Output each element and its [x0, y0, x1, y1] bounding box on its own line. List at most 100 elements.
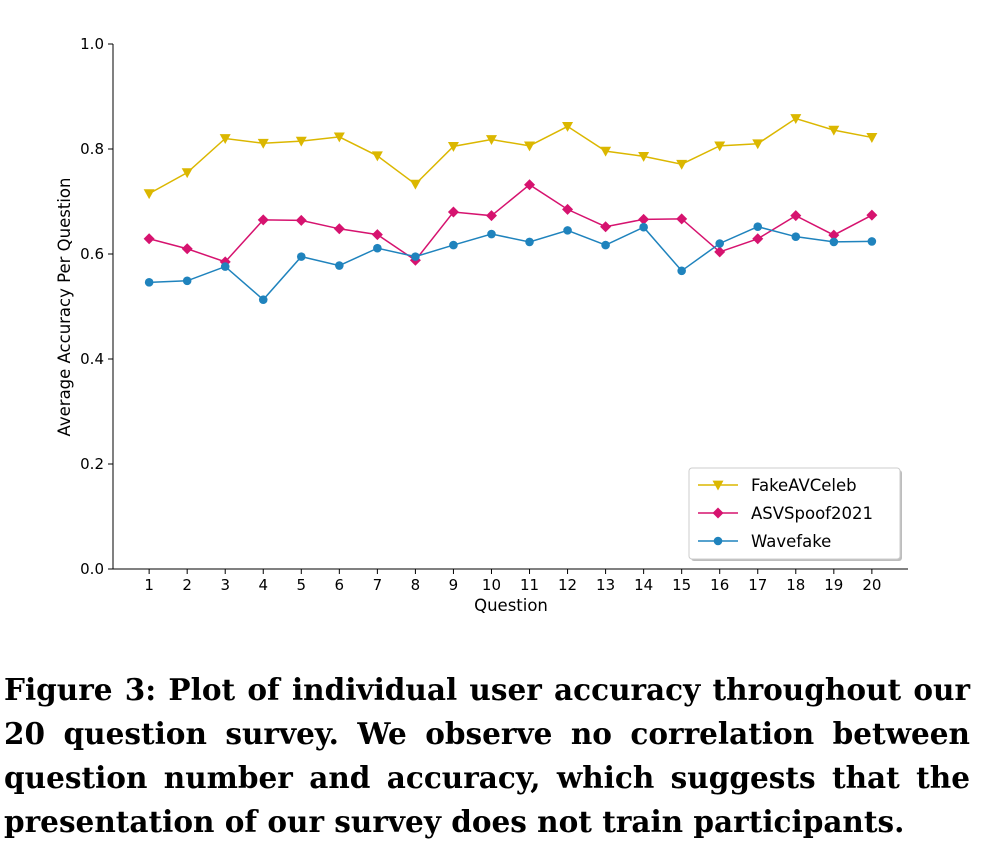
data-point-wavefake: [867, 237, 877, 246]
data-point-wavefake: [144, 278, 154, 287]
data-point-wavefake: [525, 237, 534, 247]
data-point-fakeavceleb: [333, 132, 345, 143]
data-point-asvspoof2021: [143, 233, 155, 245]
data-point-fakeavceleb: [790, 114, 802, 125]
y-tick-label: 0.2: [80, 455, 104, 473]
x-tick-label: 1: [144, 576, 154, 594]
data-point-fakeavceleb: [866, 133, 878, 143]
x-tick-label: 4: [258, 576, 268, 594]
series-line-fakeavceleb: [148, 117, 873, 195]
data-point-asvspoof2021: [485, 210, 497, 222]
data-point-wavefake: [449, 240, 458, 250]
data-point-asvspoof2021: [562, 203, 574, 215]
x-tick-label: 20: [862, 576, 881, 594]
chart-axes: [112, 44, 908, 570]
legend-marker-fakeavceleb: [712, 480, 724, 491]
data-point-fakeavceleb: [828, 125, 840, 136]
data-point-asvspoof2021: [676, 213, 688, 225]
data-point-asvspoof2021: [181, 243, 193, 255]
y-tick-label: 1.0: [80, 35, 104, 53]
series-line-asvspoof2021: [148, 183, 873, 263]
data-point-wavefake: [563, 226, 572, 235]
data-point-wavefake: [639, 222, 648, 232]
data-point-asvspoof2021: [638, 213, 650, 225]
data-point-asvspoof2021: [257, 214, 269, 226]
x-axis-label: Question: [474, 596, 548, 615]
data-point-fakeavceleb: [676, 159, 688, 170]
data-point-asvspoof2021: [333, 223, 345, 235]
data-point-fakeavceleb: [714, 141, 726, 152]
x-tick-label: 18: [786, 576, 805, 594]
legend-label-fakeavceleb: FakeAVCeleb: [751, 476, 857, 495]
series-asvspoof2021: [143, 179, 878, 268]
x-tick-label: 15: [672, 576, 691, 594]
x-tick-label: 12: [558, 576, 577, 594]
data-point-asvspoof2021: [790, 210, 802, 222]
data-point-wavefake: [220, 262, 230, 271]
x-tick-label: 17: [748, 576, 767, 594]
x-tick-label: 3: [220, 576, 230, 594]
data-point-asvspoof2021: [371, 229, 383, 241]
data-point-fakeavceleb: [295, 136, 307, 147]
data-point-fakeavceleb: [181, 168, 193, 179]
data-point-wavefake: [373, 243, 382, 253]
data-point-wavefake: [677, 266, 686, 276]
data-point-asvspoof2021: [600, 221, 612, 233]
legend-marker-asvspoof2021: [712, 507, 724, 519]
data-point-asvspoof2021: [714, 246, 726, 258]
data-point-fakeavceleb: [600, 146, 612, 157]
series-layer: [143, 114, 878, 304]
data-point-asvspoof2021: [295, 214, 307, 226]
data-point-wavefake: [753, 222, 763, 231]
data-point-wavefake: [258, 295, 268, 304]
data-point-wavefake: [829, 237, 839, 247]
series-fakeavceleb: [143, 114, 878, 200]
x-tick-label: 7: [373, 576, 383, 594]
x-tick-label: 5: [297, 576, 307, 594]
data-point-wavefake: [335, 261, 344, 270]
legend-marker-wavefake: [713, 536, 723, 546]
data-point-wavefake: [182, 276, 192, 286]
x-tick-label: 11: [520, 576, 539, 594]
x-axis-ticks: 1 2 3 4 5 6 7 8 9 10 11 12 13 14 15 16 17 18 19 20: [144, 569, 881, 594]
data-point-wavefake: [715, 239, 725, 248]
x-tick-label: 16: [710, 576, 729, 594]
data-point-wavefake: [296, 252, 306, 261]
data-point-fakeavceleb: [752, 139, 764, 150]
data-point-fakeavceleb: [562, 122, 574, 132]
x-tick-label: 19: [824, 576, 843, 594]
data-point-asvspoof2021: [752, 233, 764, 245]
data-point-wavefake: [411, 252, 420, 261]
x-tick-label: 2: [182, 576, 192, 594]
y-tick-label: 0.4: [80, 350, 104, 368]
data-point-fakeavceleb: [409, 179, 421, 190]
data-point-asvspoof2021: [447, 206, 459, 218]
data-point-fakeavceleb: [524, 141, 536, 152]
x-tick-label: 14: [634, 576, 653, 594]
y-axis-ticks: 0.0 0.2 0.4 0.6 0.8 1.0: [80, 35, 113, 578]
x-tick-label: 6: [335, 576, 345, 594]
data-point-asvspoof2021: [524, 179, 536, 191]
x-tick-label: 10: [482, 576, 501, 594]
legend-label-asvspoof2021: ASVSpoof2021: [751, 504, 873, 523]
y-tick-label: 0.0: [80, 560, 104, 578]
data-point-asvspoof2021: [828, 229, 840, 241]
data-point-fakeavceleb: [257, 138, 269, 149]
x-tick-label: 9: [449, 576, 459, 594]
legend-label-wavefake: Wavefake: [751, 532, 831, 551]
x-tick-label: 13: [596, 576, 615, 594]
data-point-asvspoof2021: [866, 209, 878, 221]
data-point-fakeavceleb: [638, 151, 650, 162]
data-point-fakeavceleb: [143, 189, 155, 200]
figure-caption: Figure 3: Plot of individual user accura…: [4, 672, 970, 839]
data-point-fakeavceleb: [219, 134, 231, 144]
y-axis-label: Average Accuracy Per Question: [55, 178, 74, 437]
series-line-wavefake: [149, 225, 872, 301]
data-point-fakeavceleb: [485, 135, 497, 146]
legend: FakeAVCeleb ASVSpoof2021 Wavefake: [688, 467, 902, 561]
y-tick-label: 0.8: [80, 140, 104, 158]
data-point-wavefake: [791, 232, 801, 241]
data-point-fakeavceleb: [371, 151, 383, 162]
series-wavefake: [144, 222, 877, 304]
data-point-wavefake: [487, 229, 496, 239]
